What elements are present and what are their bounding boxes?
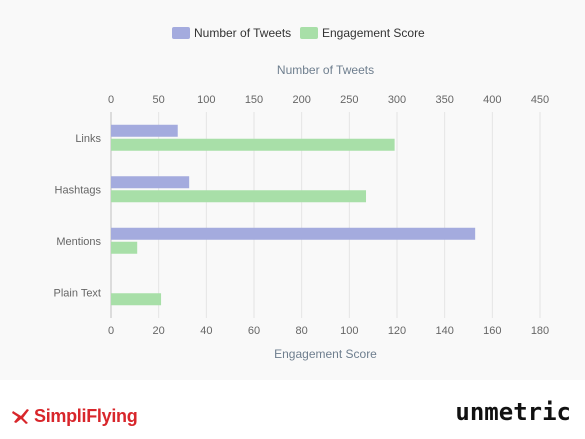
chart-area: Number of Tweets Engagement Score Number o…: [53, 26, 550, 361]
bottom-axis-tick-label: 120: [388, 325, 406, 337]
category-label: Hashtags: [55, 184, 102, 196]
bar: [111, 124, 178, 137]
top-axis-tick-label: 350: [435, 94, 453, 106]
bottom-axis-tick-label: 40: [200, 325, 212, 337]
bar: [111, 227, 476, 240]
bar: [111, 176, 190, 189]
legend-swatch: [172, 27, 190, 39]
legend-label: Number of Tweets: [194, 26, 291, 40]
unmetric-logo: unmetric: [455, 398, 571, 426]
top-axis-tick-label: 0: [108, 94, 114, 106]
legend-label: Engagement Score: [322, 26, 425, 40]
bar: [111, 138, 395, 151]
top-axis-tick-label: 150: [245, 94, 263, 106]
bottom-axis-tick-label: 0: [108, 325, 114, 337]
bottom-axis-tick-label: 20: [153, 325, 165, 337]
simpliflying-logo: SimpliFlying: [12, 402, 138, 430]
category-label: Links: [75, 133, 101, 145]
category-label: Plain Text: [54, 287, 102, 299]
airplane-logo-icon: [12, 409, 29, 424]
simpliflying-brand-text: SimpliFlying: [34, 405, 138, 426]
bottom-axis-tick-label: 160: [483, 325, 501, 337]
bar: [111, 293, 162, 306]
bar-chart: Number of Tweets Engagement Score Number o…: [54, 26, 550, 361]
bottom-axis-title: Engagement Score: [274, 347, 377, 361]
top-axis-tick-label: 200: [292, 94, 310, 106]
bottom-axis-tick-label: 80: [296, 325, 308, 337]
top-axis-tick-label: 450: [531, 94, 549, 106]
top-axis-tick-label: 250: [340, 94, 358, 106]
top-axis-tick-label: 100: [197, 94, 215, 106]
top-axis-tick-label: 300: [388, 94, 406, 106]
bar: [111, 241, 138, 254]
top-axis-tick-label: 400: [483, 94, 501, 106]
bottom-axis-tick-label: 140: [435, 325, 453, 337]
footer: SimpliFlying unmetric: [0, 380, 585, 439]
bottom-axis-tick-label: 180: [531, 325, 549, 337]
bottom-axis-tick-label: 60: [248, 325, 260, 337]
category-label: Mentions: [56, 236, 101, 248]
top-axis-tick-label: 50: [153, 94, 165, 106]
bottom-axis-tick-label: 100: [340, 325, 358, 337]
top-axis-title: Number of Tweets: [277, 63, 374, 77]
legend-swatch: [300, 27, 318, 39]
bar: [111, 190, 367, 203]
